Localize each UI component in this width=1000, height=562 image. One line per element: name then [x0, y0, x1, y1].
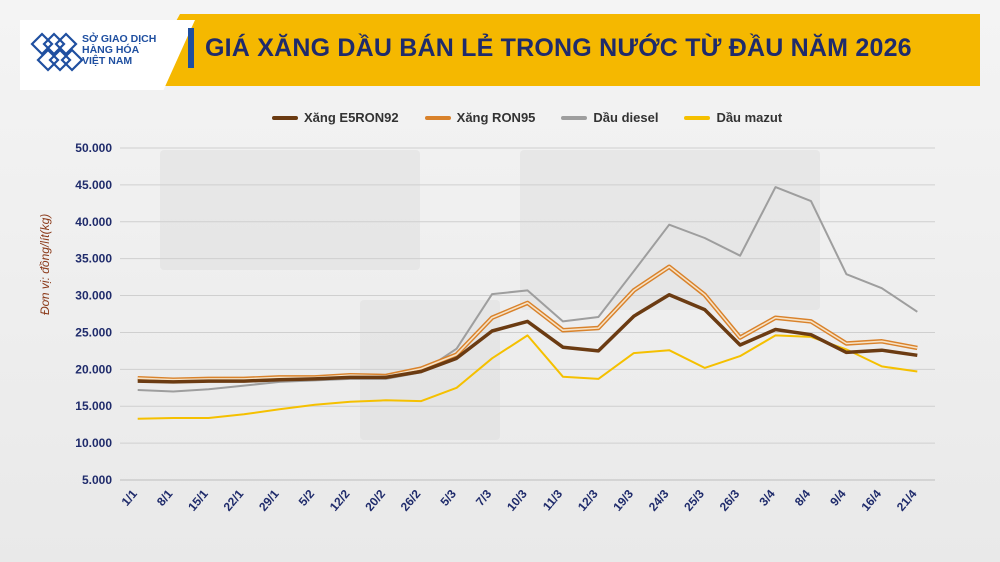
- chart-legend: Xăng E5RON92 Xăng RON95 Dầu diesel Dầu m…: [272, 110, 782, 125]
- x-tick-label: 9/4: [827, 487, 849, 509]
- page-title: GIÁ XĂNG DẦU BÁN LẺ TRONG NƯỚC TỪ ĐẦU NĂ…: [205, 34, 912, 62]
- x-tick-label: 5/3: [437, 487, 459, 509]
- x-tick-label: 25/3: [681, 487, 707, 514]
- x-tick-label: 7/3: [473, 487, 495, 509]
- legend-swatch-ron95: [424, 115, 451, 120]
- series-line-mazut: [137, 334, 918, 420]
- x-tick-label: 5/2: [296, 487, 318, 509]
- legend-item-ron95: Xăng RON95: [424, 110, 536, 125]
- x-tick-label: 10/3: [504, 487, 530, 514]
- logo-text: SỞ GIAO DỊCH HÀNG HÓA VIỆT NAM: [82, 34, 156, 67]
- x-tick-label: 12/3: [575, 487, 601, 514]
- logo-line-1: SỞ GIAO DỊCH: [82, 33, 157, 45]
- y-tick-label: 45.000: [75, 178, 112, 192]
- legend-swatch-e5: [272, 115, 298, 120]
- y-tick-label: 20.000: [75, 362, 112, 376]
- logo-panel: [20, 20, 195, 90]
- y-tick-label: 10.000: [75, 436, 112, 450]
- x-tick-label: 29/1: [256, 487, 282, 514]
- y-tick-label: 35.000: [75, 252, 112, 266]
- x-tick-label: 26/3: [717, 487, 743, 514]
- x-tick-label: 8/1: [154, 487, 176, 509]
- legend-label-e5: Xăng E5RON92: [304, 110, 399, 125]
- y-tick-label: 5.000: [82, 473, 112, 487]
- y-tick-label: 25.000: [75, 325, 112, 339]
- x-tick-label: 8/4: [792, 487, 814, 509]
- x-tick-label: 16/4: [858, 487, 884, 514]
- logo-line-3: VIỆT NAM: [82, 55, 133, 67]
- legend-item-e5: Xăng E5RON92: [272, 110, 399, 125]
- x-tick-label: 21/4: [894, 487, 920, 514]
- legend-label-ron95: Xăng RON95: [456, 110, 536, 125]
- legend-label-diesel: Dầu diesel: [593, 110, 659, 125]
- x-tick-label: 20/2: [362, 487, 388, 514]
- legend-swatch-diesel: [561, 115, 588, 120]
- x-tick-label: 1/1: [119, 487, 141, 509]
- title-accent-bar: [188, 28, 194, 68]
- series-line-ron95: [137, 265, 918, 381]
- x-tick-label: 3/4: [756, 487, 778, 509]
- background-shape: [160, 150, 420, 270]
- x-tick-label: 11/3: [540, 487, 566, 514]
- background-shape: [520, 150, 820, 310]
- x-tick-label: 15/1: [185, 487, 211, 514]
- x-tick-label: 12/2: [327, 487, 353, 514]
- x-tick-label: 22/1: [221, 487, 247, 514]
- y-tick-label: 50.000: [75, 141, 112, 155]
- x-tick-label: 26/2: [398, 487, 424, 514]
- y-tick-label: 30.000: [75, 289, 112, 303]
- legend-swatch-mazut: [684, 115, 711, 120]
- header-band: [140, 14, 980, 86]
- y-tick-label: 40.000: [75, 215, 112, 229]
- legend-label-mazut: Dầu mazut: [716, 110, 783, 125]
- x-tick-label: 19/3: [610, 487, 636, 514]
- legend-item-mazut: Dầu mazut: [684, 110, 782, 125]
- y-tick-label: 15.000: [75, 399, 112, 413]
- logo-line-2: HÀNG HÓA: [82, 44, 140, 56]
- legend-item-diesel: Dầu diesel: [561, 110, 658, 125]
- x-tick-label: 24/3: [646, 487, 672, 514]
- series-line-diesel: [137, 186, 918, 393]
- series-line-e5ron92: [137, 293, 918, 384]
- exchange-logo-icon: [30, 32, 84, 72]
